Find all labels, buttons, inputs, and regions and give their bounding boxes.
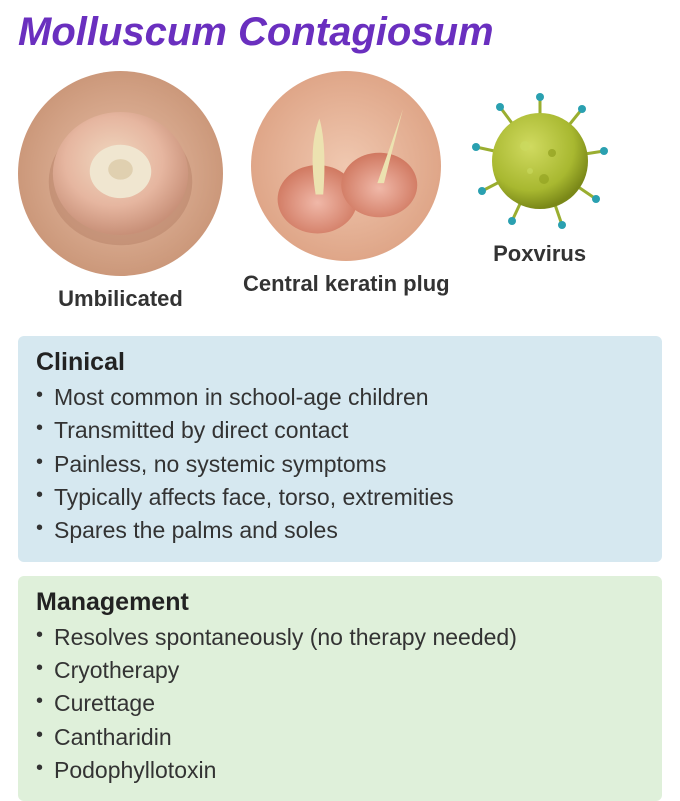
image-col-keratin: Central keratin plug [243,71,450,297]
clinical-list: Most common in school-age childrenTransm… [36,381,644,548]
management-item: Cryotherapy [36,654,644,687]
management-item: Curettage [36,687,644,720]
management-box: Management Resolves spontaneously (no th… [18,576,662,801]
clinical-box: Clinical Most common in school-age child… [18,336,662,562]
image-poxvirus [470,91,610,231]
management-item: Resolves spontaneously (no therapy neede… [36,621,644,654]
management-item: Podophyllotoxin [36,754,644,787]
management-item: Cantharidin [36,721,644,754]
clinical-item: Spares the palms and soles [36,514,644,547]
clinical-item: Painless, no systemic symptoms [36,448,644,481]
image-keratin-plug [251,71,441,261]
page-title: Molluscum Contagiosum [18,10,662,55]
image-col-umbilicated: Umbilicated [18,71,223,312]
clinical-item: Most common in school-age children [36,381,644,414]
image-col-poxvirus: Poxvirus [470,91,610,267]
caption-keratin: Central keratin plug [243,271,450,297]
images-row: Umbilicated [18,71,662,312]
management-list: Resolves spontaneously (no therapy neede… [36,621,644,788]
clinical-title: Clinical [36,348,644,377]
clinical-item: Transmitted by direct contact [36,414,644,447]
clinical-item: Typically affects face, torso, extremiti… [36,481,644,514]
management-title: Management [36,588,644,617]
caption-umbilicated: Umbilicated [58,286,183,312]
image-umbilicated [18,71,223,276]
caption-poxvirus: Poxvirus [493,241,586,267]
